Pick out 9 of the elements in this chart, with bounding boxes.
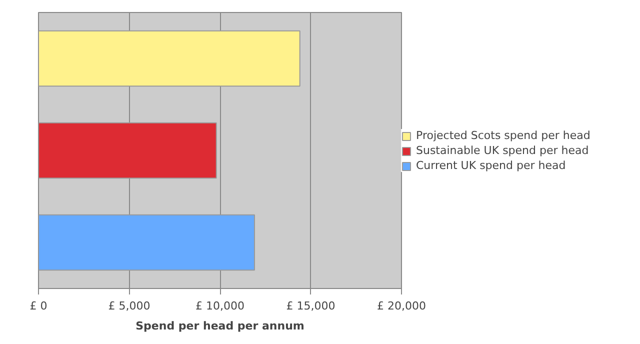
legend-label: Projected Scots spend per head [416, 129, 590, 142]
legend-label: Sustainable UK spend per head [416, 144, 589, 157]
x-tick-label: £ 10,000 [196, 300, 244, 312]
x-axis-title: Spend per head per annum [136, 320, 304, 332]
x-tick-label: £ 15,000 [286, 300, 336, 312]
x-tick-label: £ 20,000 [377, 300, 426, 312]
x-tick-label: £ 0 [30, 300, 48, 312]
legend-label: Current UK spend per head [416, 159, 566, 172]
x-tick-label: £ 5,000 [108, 300, 150, 312]
